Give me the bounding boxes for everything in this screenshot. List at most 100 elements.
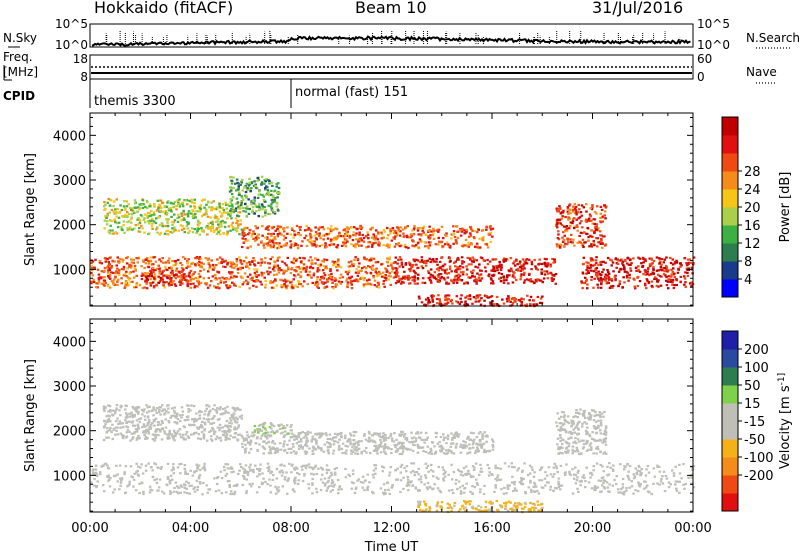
heatmap-cell (354, 256, 357, 259)
heatmap-cell (629, 267, 632, 270)
heatmap-cell (214, 214, 217, 217)
heatmap-cell (358, 233, 361, 236)
heatmap-cell (432, 227, 435, 230)
heatmap-cell (634, 287, 637, 290)
heatmap-cell (567, 241, 570, 244)
heatmap-cell (224, 463, 227, 466)
heatmap-cell (574, 207, 577, 210)
heatmap-cell (599, 479, 603, 482)
heatmap-cell (358, 226, 362, 230)
heatmap-cell (327, 485, 330, 488)
y-tick-label: 4000 (53, 129, 86, 144)
heatmap-cell (368, 241, 372, 244)
heatmap-cell (184, 278, 187, 281)
heatmap-cell (156, 199, 160, 202)
heatmap-cell (377, 447, 380, 450)
heatmap-cell (690, 284, 693, 288)
heatmap-cell (230, 207, 233, 211)
heatmap-cell (196, 279, 199, 283)
heatmap-cell (463, 282, 466, 285)
heatmap-cell (255, 210, 258, 213)
heatmap-cell (683, 277, 687, 280)
heatmap-cell (310, 262, 313, 265)
heatmap-cell (319, 478, 323, 481)
heatmap-cell (258, 206, 261, 209)
heatmap-cell (219, 220, 223, 223)
heatmap-cell (486, 463, 489, 467)
heatmap-cell (243, 471, 246, 474)
heatmap-cell (355, 242, 358, 246)
heatmap-cell (264, 214, 267, 217)
heatmap-cell (175, 208, 178, 211)
heatmap-cell (191, 215, 195, 218)
heatmap-cell (574, 211, 577, 215)
heatmap-cell (124, 279, 128, 283)
heatmap-cell (652, 482, 655, 485)
heatmap-cell (371, 434, 374, 437)
heatmap-cell (618, 259, 622, 262)
heatmap-cell (266, 186, 269, 189)
heatmap-cell (264, 480, 267, 483)
heatmap-cell (431, 274, 435, 277)
heatmap-cell (449, 449, 453, 452)
heatmap-cell (329, 269, 332, 273)
heatmap-cell (183, 213, 187, 216)
heatmap-cell (499, 268, 503, 271)
heatmap-cell (189, 280, 192, 283)
heatmap-cell (421, 267, 425, 270)
heatmap-cell (450, 432, 453, 435)
heatmap-cell (447, 243, 450, 246)
heatmap-cell (284, 243, 287, 246)
heatmap-cell (130, 207, 134, 210)
heatmap-cell (529, 295, 533, 298)
heatmap-cell (476, 272, 479, 275)
heatmap-cell (638, 270, 642, 273)
heatmap-cell (263, 440, 266, 443)
heatmap-cell (272, 194, 275, 197)
heatmap-cell (271, 227, 274, 230)
heatmap-cell (379, 272, 382, 275)
heatmap-cell (264, 188, 267, 191)
heatmap-cell (604, 273, 608, 276)
heatmap-cell (104, 260, 107, 263)
heatmap-cell (443, 302, 447, 305)
heatmap-cell (487, 275, 491, 278)
heatmap-cell (637, 481, 640, 484)
heatmap-cell (428, 225, 431, 228)
heatmap-cell (343, 228, 346, 231)
heatmap-cell (416, 445, 420, 448)
heatmap-cell (406, 274, 410, 277)
heatmap-cell (182, 274, 185, 277)
heatmap-cell (207, 276, 211, 280)
heatmap-cell (513, 466, 516, 469)
heatmap-cell (147, 462, 150, 465)
heatmap-cell (503, 277, 506, 280)
heatmap-cell (146, 216, 149, 219)
heatmap-cell (682, 463, 685, 466)
heatmap-cell (686, 258, 690, 261)
heatmap-cell (322, 228, 326, 231)
heatmap-cell (316, 276, 319, 279)
heatmap-cell (299, 283, 303, 286)
heatmap-cell (589, 234, 592, 237)
heatmap-cell (475, 279, 479, 282)
heatmap-cell (567, 218, 570, 221)
heatmap-cell (491, 258, 495, 261)
heatmap-cell (126, 214, 129, 217)
heatmap-cell (538, 258, 541, 261)
heatmap-cell (97, 278, 101, 281)
heatmap-cell (273, 200, 277, 203)
heatmap-cell (270, 207, 274, 210)
heatmap-cell (436, 274, 440, 277)
heatmap-cell (522, 265, 525, 268)
heatmap-cell (325, 265, 328, 268)
heatmap-cell (173, 260, 177, 263)
heatmap-cell (236, 226, 240, 230)
heatmap-cell (412, 228, 415, 231)
heatmap-cell (464, 302, 467, 305)
heatmap-cell (377, 241, 381, 244)
heatmap-cell (248, 261, 251, 264)
heatmap-cell (425, 261, 428, 264)
heatmap-cell (316, 267, 320, 270)
heatmap-cell (467, 276, 470, 279)
